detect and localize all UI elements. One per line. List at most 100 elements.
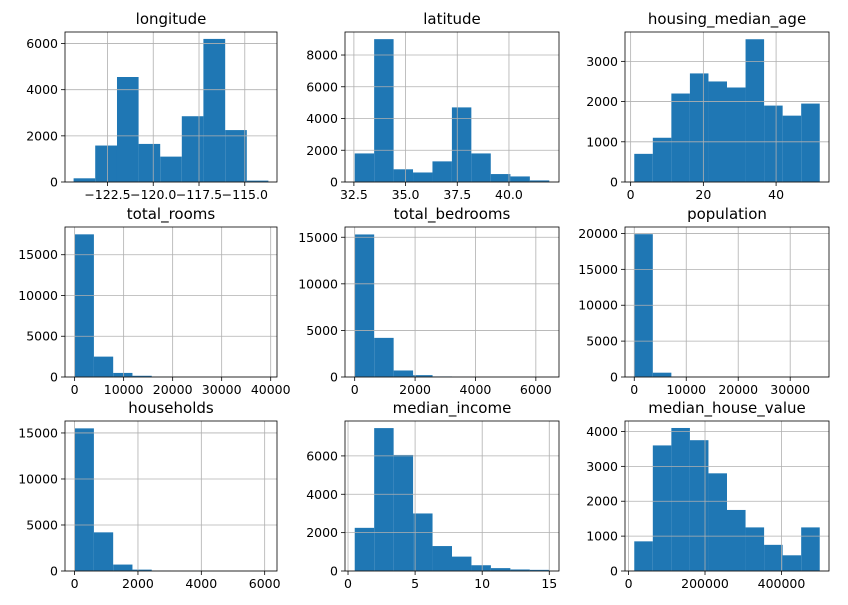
histogram-bar [413,375,433,377]
y-tick-label: 15000 [18,247,58,262]
y-tick-label: 0 [330,370,338,385]
x-tick-label: −115.0 [222,187,268,202]
histogram-bar [374,39,394,182]
histogram-bar [634,541,653,571]
y-tick-label: 5000 [306,323,338,338]
histogram-bar [510,569,530,571]
y-tick-label: 15000 [578,262,618,277]
histogram-bar [782,555,802,571]
histogram-bar [354,234,375,377]
histogram-bar [181,116,204,182]
histogram-bar [74,234,94,377]
x-tick-label: 0 [344,576,352,591]
y-tick-label: 6000 [306,79,338,94]
panel-title: population [687,205,767,223]
histogram-bar [374,428,394,571]
x-tick-label: 10000 [666,382,706,397]
y-tick-label: 5000 [26,517,58,532]
axes-frame [344,31,560,183]
y-tick-label: 1000 [586,134,618,149]
x-tick-label: 32.5 [340,187,368,202]
histogram-bar [652,372,672,377]
y-tick-label: 2000 [26,128,58,143]
panel-title: households [128,399,214,417]
y-tick-label: 10000 [18,471,58,486]
y-tick-label: 10000 [578,298,618,313]
x-tick-label: 20000 [153,382,193,397]
x-tick-label: 6000 [520,382,552,397]
panel-title: longitude [136,10,207,28]
panel-title: total_rooms [127,205,216,224]
y-tick-label: 4000 [306,487,338,502]
histogram-panel-housing-median-age: 0 20 40 0 1000 2000 3000 housing_median_age [586,10,830,202]
axes-frame [344,420,560,572]
histogram-bar [246,180,269,182]
histogram-bar [801,527,820,571]
x-tick-label: 10 [474,576,490,591]
histogram-bar [113,564,133,571]
histogram-panel-longitude: −122.5 −120.0 −117.5 −115.0 0 2000 4000 6000 lon… [26,10,278,202]
axes-frame [344,226,560,378]
x-tick-label: −122.5 [84,187,130,202]
histogram-bar [689,440,709,571]
histogram-bar [74,428,94,571]
histogram-bar [413,172,433,182]
x-tick-label: 2000 [399,382,431,397]
histogram-panel-median-house-value: 0 200000 400000 0 1000 2000 3000 4000 median_hou… [586,399,830,591]
x-tick-label: 0 [71,576,79,591]
x-tick-label: 10000 [104,382,144,397]
histogram-bar [745,39,765,182]
histogram-bar [652,137,672,182]
y-tick-label: 0 [330,175,338,190]
x-tick-label: 6000 [249,576,281,591]
histogram-bar [374,337,394,377]
x-tick-label: 0 [71,382,79,397]
y-tick-label: 10000 [298,276,338,291]
y-tick-label: 2000 [306,143,338,158]
histogram-bar [160,156,182,182]
histogram-panel-population: 0 10000 20000 30000 0 5000 10000 15000 20000 popu… [578,205,830,397]
y-tick-label: 3000 [586,459,618,474]
histogram-panel-median-income: 0 5 10 15 0 2000 4000 6000 median_income [306,399,560,591]
histogram-bar [95,145,117,182]
y-tick-label: 1000 [586,529,618,544]
panel-title: median_house_value [648,399,805,418]
histogram-bar [727,509,746,571]
histogram-bar [764,544,783,571]
y-tick-label: 15000 [298,230,338,245]
x-tick-label: 4000 [185,576,217,591]
histogram-bar [634,153,653,182]
x-tick-label: −120.0 [130,187,176,202]
histogram-bar [132,375,152,377]
y-tick-label: 2000 [586,494,618,509]
x-tick-label: 40000 [251,382,291,397]
histogram-bar [203,38,226,182]
histogram-bar [471,153,491,182]
x-tick-label: 2000 [122,576,154,591]
y-tick-label: 5000 [26,329,58,344]
histogram-bar [529,180,550,182]
histogram-bar [490,568,511,571]
axes-frame [64,420,278,572]
histogram-panel-total-rooms: 0 10000 20000 30000 40000 0 5000 10000 15000 tota… [18,205,290,397]
x-tick-label: 20000 [718,382,758,397]
y-tick-label: 0 [50,370,58,385]
histogram-bar [225,130,247,182]
histogram-bar [354,153,375,182]
histogram-bar [764,105,783,182]
y-tick-label: 4000 [306,111,338,126]
axes-frame [624,31,830,183]
histogram-bar [393,454,414,571]
histogram-bar [490,174,511,182]
x-tick-label: 30000 [202,382,242,397]
x-tick-label: 200000 [681,576,729,591]
x-tick-label: 35.0 [392,187,420,202]
y-tick-label: 2000 [306,525,338,540]
histogram-bar [73,178,96,182]
axes-frame [624,420,830,572]
histogram-bar [93,356,114,377]
histogram-bar [432,161,452,182]
panel-title: median_income [393,399,512,418]
panel-title: housing_median_age [648,10,806,29]
axes-frame [64,226,278,378]
